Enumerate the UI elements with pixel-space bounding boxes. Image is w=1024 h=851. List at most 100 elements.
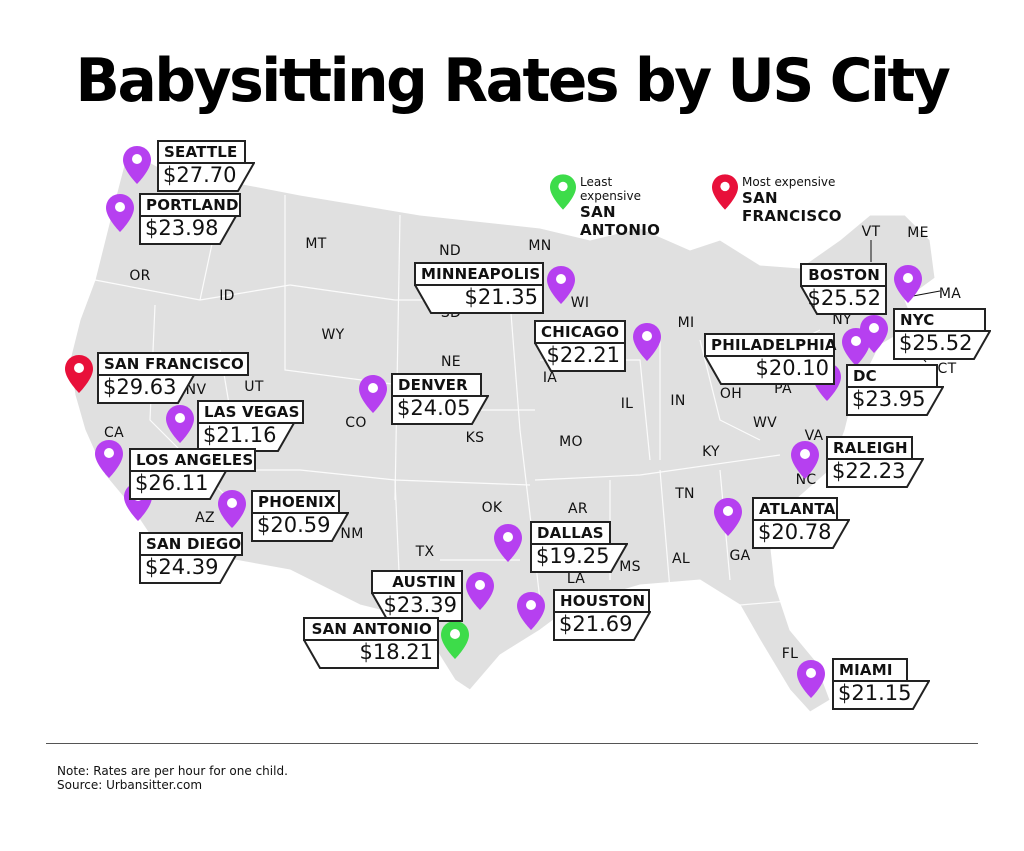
state-label-ga: GA [729,548,751,564]
map-pin-icon-miami[interactable] [797,660,825,698]
footer-note: Note: Rates are per hour for one child. [57,764,288,778]
footer-source: Source: Urbansitter.com [57,778,203,792]
map-pin-icon-atlanta[interactable] [714,498,742,536]
city-label-san-diego: SAN DIEGO $24.39 [139,532,243,584]
city-name: SAN DIEGO [139,532,243,556]
state-label-or: OR [129,268,151,284]
city-rate: $20.10 [755,356,829,380]
city-name: BOSTON [800,263,887,287]
footer-divider [46,743,978,744]
map-pin-icon-portland[interactable] [106,194,134,232]
city-name: SAN ANTONIO [303,617,439,641]
map-pin-icon-los-angeles[interactable] [95,440,123,478]
city-rate: $18.21 [359,640,433,664]
city-name: MIAMI [832,658,908,682]
state-label-nm: NM [340,526,364,542]
city-label-houston: HOUSTON $21.69 [553,589,651,641]
map-pin-icon-chicago[interactable] [633,323,661,361]
city-name: ATLANTA [752,497,838,521]
footer-notes: Note: Rates are per hour for one child. … [57,764,288,792]
map-pin-icon-minneapolis[interactable] [547,266,575,304]
map-pin-icon-dallas[interactable] [494,524,522,562]
city-rate: $25.52 [807,286,881,310]
city-label-miami: MIAMI $21.15 [832,658,930,710]
city-name: SEATTLE [157,140,246,164]
city-rate: $27.70 [163,163,237,187]
state-label-mi: MI [677,315,695,331]
city-label-los-angeles: LOS ANGELES $26.11 [129,448,256,500]
state-label-ks: KS [465,430,485,446]
city-rate: $21.15 [838,681,912,705]
state-label-ar: AR [568,501,588,517]
page-title: Babysitting Rates by US City [75,46,951,116]
city-label-dallas: DALLAS $19.25 [530,521,628,573]
red-pin-icon [712,174,738,210]
state-label-me: ME [907,225,929,241]
state-label-ok: OK [481,500,503,516]
city-label-austin: AUSTIN $23.39 [371,570,463,622]
state-label-tn: TN [675,486,695,502]
city-label-boston: BOSTON $25.52 [800,263,887,315]
city-label-philadelphia: PHILADELPHIA $20.10 [704,333,837,385]
legend-most-city: SAN FRANCISCO [742,189,842,225]
map-pin-icon-boston[interactable] [894,265,922,303]
city-rate: $20.78 [758,520,832,544]
map-pin-icon-san-antonio[interactable] [441,621,469,659]
map-pin-icon-las-vegas[interactable] [166,405,194,443]
city-rate: $21.35 [464,285,538,309]
state-label-la: LA [566,571,586,587]
state-label-ct: CT [937,361,957,377]
city-name: RALEIGH [826,436,913,460]
city-label-san-antonio: SAN ANTONIO $18.21 [303,617,439,669]
state-label-mo: MO [559,434,583,450]
legend-most-caption: Most expensive [742,175,836,189]
state-label-tx: TX [415,544,435,560]
city-name: PHOENIX [251,490,340,514]
city-rate: $24.39 [145,555,219,579]
city-rate: $29.63 [103,375,177,399]
city-label-las-vegas: LAS VEGAS $21.16 [197,400,304,452]
city-name: DALLAS [530,521,611,545]
city-label-seattle: SEATTLE $27.70 [157,140,255,192]
map-pin-icon-houston[interactable] [517,592,545,630]
map-pin-icon-philadelphia[interactable] [842,328,870,366]
map-pin-icon-san-francisco[interactable] [65,355,93,393]
state-label-ma: MA [938,286,962,302]
city-name: PORTLAND [139,193,241,217]
state-label-ca: CA [104,425,124,441]
state-label-wy: WY [321,327,345,343]
map-pin-icon-seattle[interactable] [123,146,151,184]
green-pin-icon [550,174,576,210]
city-name: NYC [893,308,986,332]
city-name: DENVER [391,373,482,397]
state-label-ms: MS [619,559,641,575]
map-pin-icon-denver[interactable] [359,375,387,413]
map-pin-icon-austin[interactable] [466,572,494,610]
city-rate: $24.05 [397,396,471,420]
city-name: HOUSTON [553,589,650,613]
city-name: MINNEAPOLIS [414,262,544,286]
city-label-denver: DENVER $24.05 [391,373,489,425]
state-label-ne: NE [441,354,461,370]
state-label-co: CO [345,415,367,431]
city-name: PHILADELPHIA [704,333,837,357]
city-rate: $23.98 [145,216,219,240]
map-pin-icon-raleigh[interactable] [791,441,819,479]
city-name: LAS VEGAS [197,400,304,424]
map-pin-icon-phoenix[interactable] [218,490,246,528]
state-label-in: IN [670,393,686,409]
city-label-portland: PORTLAND $23.98 [139,193,241,245]
state-label-az: AZ [195,510,215,526]
state-label-mn: MN [528,238,552,254]
city-label-san-francisco: SAN FRANCISCO $29.63 [97,352,249,404]
city-rate: $21.16 [203,423,277,447]
state-label-wv: WV [752,415,778,431]
city-name: CHICAGO [534,320,626,344]
city-label-atlanta: ATLANTA $20.78 [752,497,850,549]
state-label-oh: OH [719,386,743,402]
state-label-pa: PA [774,381,792,397]
state-label-nd: ND [439,243,461,259]
state-label-vt: VT [861,224,881,240]
state-label-mt: MT [305,236,327,252]
